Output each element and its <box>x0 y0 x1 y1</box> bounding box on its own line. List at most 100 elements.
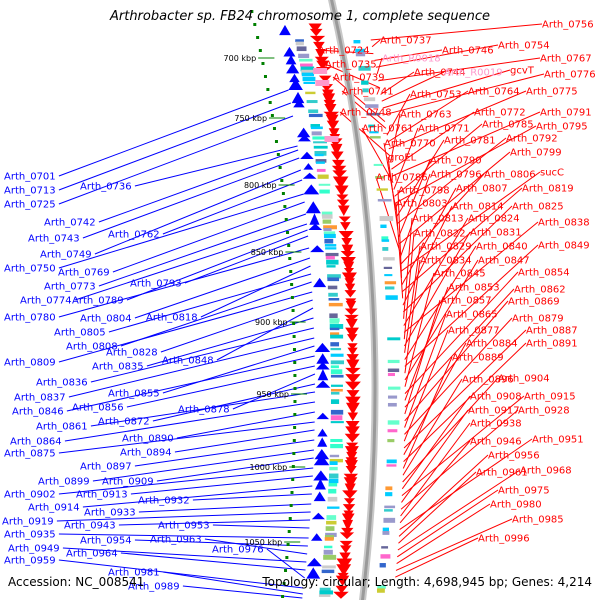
cog-block <box>317 174 329 179</box>
gene-label-right: Arth_0807 <box>456 184 508 195</box>
gene-label-left: Arth_0742 <box>44 218 96 229</box>
cog-block <box>362 88 369 93</box>
forward-gene-arrow <box>345 396 361 408</box>
gene-label-left: Arth_0914 <box>28 503 80 514</box>
left-connector <box>120 281 312 347</box>
gene-label-right: Arth_0799 <box>510 148 562 159</box>
forward-gene-arrow <box>344 483 356 495</box>
cog-block <box>387 429 398 433</box>
right-connector <box>403 329 449 442</box>
tick-mark <box>289 270 293 273</box>
forward-gene-arrow <box>345 367 361 375</box>
left-connector <box>162 179 303 235</box>
right-connector <box>397 489 499 558</box>
cog-block <box>387 439 395 443</box>
right-connector <box>404 313 447 428</box>
cog-block <box>303 81 316 84</box>
gene-label-right: Arth_0853 <box>448 283 500 294</box>
right-connector <box>402 378 463 476</box>
forward-gene-arrow <box>343 477 358 489</box>
gene-label-right: Arth_0796 <box>430 170 482 181</box>
forward-gene-arrow <box>316 60 330 70</box>
forward-gene-arrow <box>347 334 358 343</box>
cog-block <box>327 285 338 290</box>
right-connector <box>399 438 533 531</box>
cog-block <box>330 360 345 365</box>
reverse-gene-arrow <box>314 342 331 352</box>
right-connector <box>374 49 443 61</box>
tick-mark <box>283 205 287 208</box>
cog-block <box>330 353 344 357</box>
reverse-gene-arrow <box>288 78 303 90</box>
forward-gene-arrow <box>339 532 355 540</box>
forward-gene-arrow <box>347 343 358 350</box>
cog-block <box>387 337 401 341</box>
reverse-gene-arrow <box>317 437 328 447</box>
cog-block <box>329 320 339 324</box>
right-connector <box>402 205 453 306</box>
left-gene-labels: Arth_0701 Arth_0713 Arth_0725 Arth_0736 Arth… <box>2 172 264 593</box>
gene-label-right: sucC <box>540 168 564 179</box>
cog-block <box>313 145 328 149</box>
forward-gene-arrow <box>338 231 354 240</box>
gene-label-right: Arth_0951 <box>532 435 584 446</box>
cog-block <box>366 112 381 116</box>
left-connector <box>74 223 308 301</box>
right-connector <box>397 137 507 224</box>
gene-label-right: Arth_0771 <box>418 124 470 135</box>
tick-mark <box>287 530 291 533</box>
cog-block <box>315 159 327 163</box>
forward-gene-arrow <box>326 120 340 131</box>
cog-block <box>327 506 340 509</box>
left-connector <box>58 247 310 318</box>
forward-gene-arrow <box>330 151 344 161</box>
cog-block <box>322 214 333 219</box>
cog-block <box>295 41 304 46</box>
forward-gene-arrow <box>325 114 339 126</box>
tick-mark <box>293 374 297 377</box>
right-connector <box>380 71 415 95</box>
gene-label-right: Arth_0764 <box>468 87 520 98</box>
tick-mark <box>256 36 260 39</box>
cog-block <box>300 63 313 67</box>
gene-label-left: Arth_0861 <box>36 422 88 433</box>
left-connector <box>90 327 314 383</box>
left-connector <box>204 538 308 555</box>
right-connector <box>401 187 523 292</box>
gene-label-left: Arth_0793 <box>130 279 182 290</box>
cog-block <box>373 163 383 166</box>
left-connector <box>58 102 291 191</box>
gene-label-left: Arth_0959 <box>4 556 56 567</box>
cog-block <box>330 443 344 449</box>
reverse-gene-arrow <box>313 491 326 502</box>
gene-label-right: Arth_0813 <box>412 214 464 225</box>
left-connector <box>98 149 299 223</box>
gene-label-right: Arth_0904 <box>498 374 550 385</box>
right-connector <box>396 503 491 565</box>
gene-label-right: Arth_0806 <box>484 170 536 181</box>
forward-gene-arrow <box>308 23 322 33</box>
cog-block <box>353 40 361 44</box>
gene-label-right: Arth_0819 <box>522 184 574 195</box>
right-connector <box>395 202 404 299</box>
cog-block <box>330 332 340 337</box>
cog-block <box>330 365 339 369</box>
gene-label-right: Arth_0917 <box>468 406 520 417</box>
reverse-gene-arrow <box>310 245 325 253</box>
gene-label-right: Arth_0857 <box>440 296 492 307</box>
forward-gene-arrow <box>345 318 358 330</box>
cog-block <box>383 266 393 269</box>
left-connector <box>58 421 315 454</box>
gene-label-right: Arth_0887 <box>526 326 578 337</box>
left-connector <box>130 475 313 495</box>
left-connector <box>120 552 306 571</box>
rna-label: Arth_R0018 <box>382 54 441 65</box>
right-connector <box>324 63 380 89</box>
right-connector <box>403 217 469 326</box>
right-connector <box>404 299 441 415</box>
tick-label: 1000 kbp <box>250 463 288 472</box>
left-connector <box>126 365 315 408</box>
forward-gene-arrow <box>345 402 360 415</box>
tick-mark <box>292 452 296 455</box>
